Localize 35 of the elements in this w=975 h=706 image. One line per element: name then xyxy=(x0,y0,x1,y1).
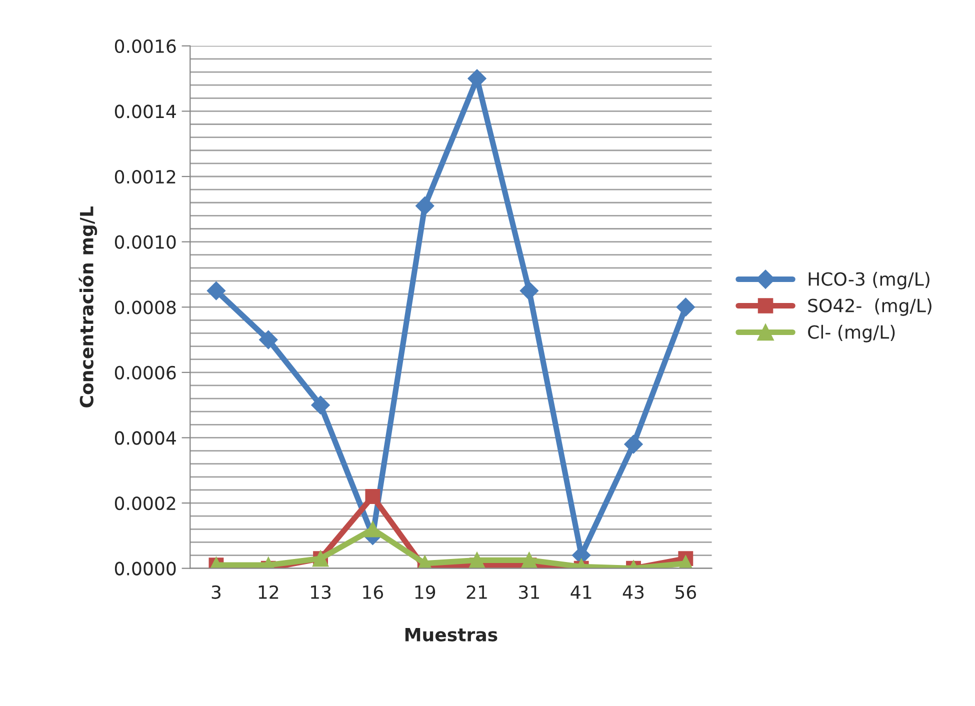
y-tick-label: 0.0012 xyxy=(114,170,176,184)
x-tick-label: 3 xyxy=(212,585,221,599)
legend-label: HCO-3 (mg/L) xyxy=(808,272,930,290)
y-tick-label: 0.0004 xyxy=(114,431,176,445)
x-axis-title: Muestras xyxy=(405,628,498,642)
x-tick-label: 16 xyxy=(363,585,384,599)
y-tick-label: 0.0010 xyxy=(114,235,176,249)
x-tick-label: 56 xyxy=(676,585,696,599)
y-tick-label: 0.0002 xyxy=(114,496,176,510)
point xyxy=(676,298,696,316)
point xyxy=(206,281,226,300)
y-axis-title: Concentración mg/L xyxy=(78,206,98,408)
x-tick-label: 12 xyxy=(258,585,278,599)
x-tick-label: 31 xyxy=(519,585,539,599)
x-tick-label: 21 xyxy=(466,585,487,599)
x-tick-label: 43 xyxy=(622,585,644,599)
x-tick-label: 13 xyxy=(311,585,331,599)
point xyxy=(520,281,539,300)
x-tick-label: 41 xyxy=(570,586,592,599)
point xyxy=(364,520,381,538)
point xyxy=(259,330,278,350)
y-tick-label: 0.0016 xyxy=(114,39,176,54)
point xyxy=(521,552,538,568)
point xyxy=(365,489,380,504)
legend-label: Cl- (mg/L) xyxy=(808,324,895,342)
point xyxy=(416,196,434,216)
x-tick-label: 19 xyxy=(415,585,436,599)
point xyxy=(311,396,330,414)
y-tick-label: 0.0014 xyxy=(114,104,176,118)
point xyxy=(624,434,643,454)
y-tick-label: 0.0006 xyxy=(114,366,176,380)
y-tick-label: 0.0008 xyxy=(114,300,176,314)
legend-label: SO42- (mg/L) xyxy=(808,298,932,316)
point xyxy=(468,552,486,568)
y-tick-label: 0.0000 xyxy=(114,562,176,576)
